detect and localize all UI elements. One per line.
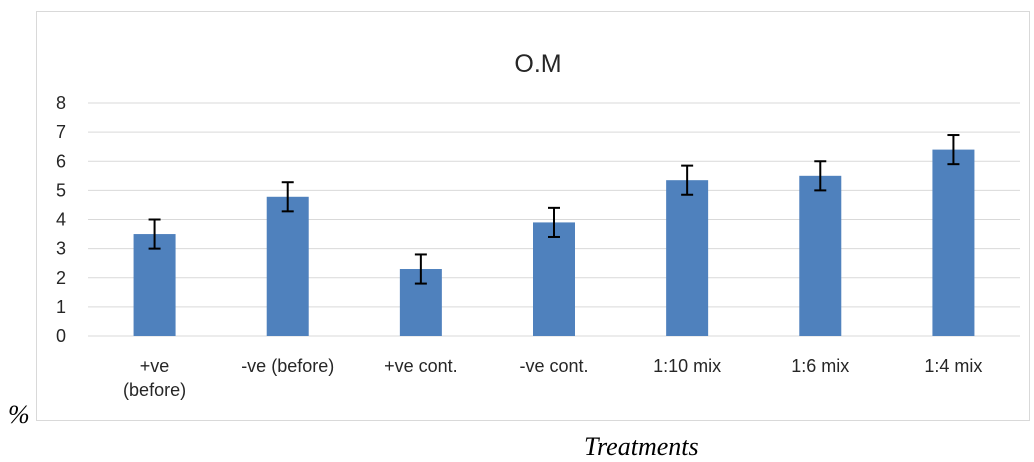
bar (666, 180, 709, 336)
y-tick-label: 5 (56, 180, 66, 200)
y-tick-label: 2 (56, 268, 66, 288)
bar (799, 175, 842, 336)
y-tick-label: 7 (56, 122, 66, 142)
x-tick-label: +ve (before) (123, 356, 186, 400)
y-tick-label: 8 (56, 93, 66, 113)
chart-title: O.M (514, 50, 561, 78)
x-tick-label: 1:10 mix (653, 356, 721, 376)
x-tick-label: +ve cont. (384, 356, 458, 376)
x-axis-label: Treatments (584, 432, 699, 461)
bar (133, 234, 176, 336)
bar (533, 222, 575, 336)
error-bar (681, 164, 694, 196)
y-axis-ticks: 0 1 2 3 4 5 6 7 8 (56, 93, 66, 346)
x-tick-label: -ve (before) (241, 356, 334, 376)
x-tick-label: 1:6 mix (791, 356, 849, 376)
x-tick-label: 1:4 mix (924, 356, 982, 376)
error-bar (148, 218, 161, 250)
y-tick-label: 4 (56, 210, 66, 230)
y-tick-label: 0 (56, 326, 66, 346)
y-axis-label: % (8, 400, 30, 429)
bars (133, 149, 975, 336)
bar (266, 196, 309, 336)
bar (932, 149, 975, 336)
error-bar (947, 134, 960, 166)
x-tick-label: -ve cont. (519, 356, 588, 376)
error-bar (281, 181, 294, 213)
chart-frame (36, 11, 1030, 421)
error-bars (148, 134, 960, 285)
error-bar (548, 206, 560, 238)
y-tick-label: 3 (56, 239, 66, 259)
y-tick-label: 6 (56, 151, 66, 171)
y-tick-label: 1 (56, 297, 66, 317)
error-bar (414, 253, 427, 285)
x-axis-ticks: +ve (before) -ve (before) +ve cont. -ve cont… (123, 356, 982, 400)
error-bar (814, 160, 827, 192)
gridlines (88, 102, 1020, 337)
